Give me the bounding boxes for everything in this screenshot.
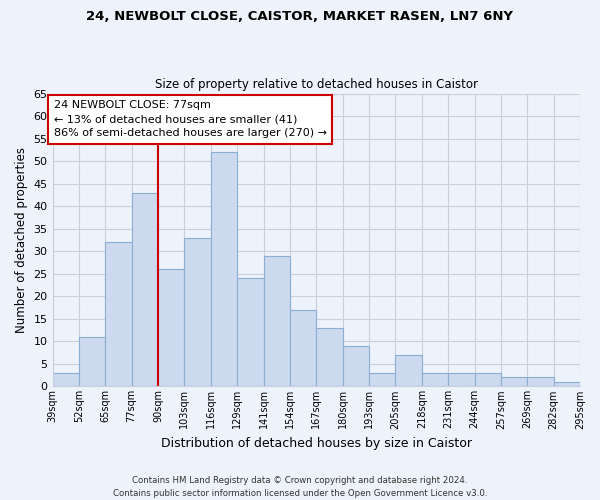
Y-axis label: Number of detached properties: Number of detached properties	[15, 147, 28, 333]
Bar	[369, 373, 395, 386]
Bar	[422, 373, 448, 386]
Bar	[131, 192, 158, 386]
Bar	[475, 373, 501, 386]
Bar	[343, 346, 369, 387]
Bar	[53, 373, 79, 386]
Text: 24, NEWBOLT CLOSE, CAISTOR, MARKET RASEN, LN7 6NY: 24, NEWBOLT CLOSE, CAISTOR, MARKET RASEN…	[86, 10, 514, 23]
Bar	[290, 310, 316, 386]
Bar	[237, 278, 263, 386]
X-axis label: Distribution of detached houses by size in Caistor: Distribution of detached houses by size …	[161, 437, 472, 450]
Text: 24 NEWBOLT CLOSE: 77sqm
← 13% of detached houses are smaller (41)
86% of semi-de: 24 NEWBOLT CLOSE: 77sqm ← 13% of detache…	[54, 100, 327, 138]
Text: Contains HM Land Registry data © Crown copyright and database right 2024.
Contai: Contains HM Land Registry data © Crown c…	[113, 476, 487, 498]
Bar	[554, 382, 580, 386]
Bar	[448, 373, 475, 386]
Bar	[158, 270, 184, 386]
Title: Size of property relative to detached houses in Caistor: Size of property relative to detached ho…	[155, 78, 478, 91]
Bar	[105, 242, 131, 386]
Bar	[527, 378, 554, 386]
Bar	[395, 355, 422, 386]
Bar	[316, 328, 343, 386]
Bar	[263, 256, 290, 386]
Bar	[211, 152, 237, 386]
Bar	[184, 238, 211, 386]
Bar	[79, 337, 105, 386]
Bar	[501, 378, 527, 386]
